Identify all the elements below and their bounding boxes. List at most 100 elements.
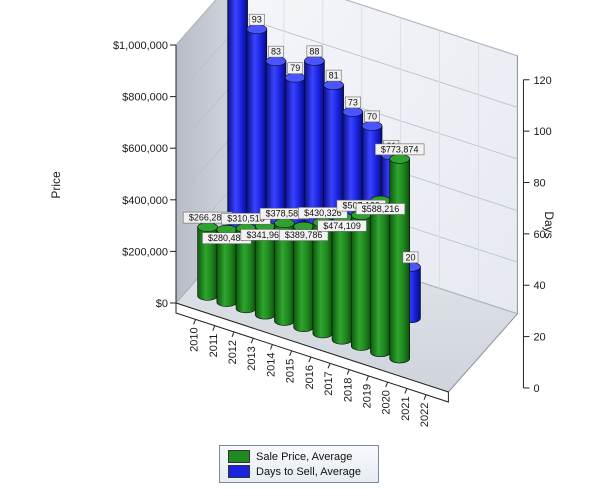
x-tick-label: 2017 bbox=[323, 371, 335, 395]
x-tick bbox=[231, 331, 235, 338]
data-label-sale-price: $474,109 bbox=[323, 221, 361, 231]
gridline-horizontal bbox=[175, 0, 518, 57]
bar-top bbox=[274, 218, 295, 229]
x-tick bbox=[385, 381, 389, 388]
x-tick-label: 2014 bbox=[265, 352, 277, 376]
data-label-days-to-sell-box bbox=[402, 251, 419, 264]
data-label-days-to-sell: 73 bbox=[348, 97, 358, 107]
base-edge bbox=[175, 302, 449, 403]
data-label-sale-price: $773,874 bbox=[381, 144, 419, 154]
data-label-sale-price-box bbox=[298, 207, 348, 219]
bar-top bbox=[361, 121, 383, 131]
data-label-days-to-sell: 83 bbox=[271, 47, 281, 57]
legend-label-days-to-sell: Days to Sell, Average bbox=[256, 465, 361, 478]
data-label-days-to-sell-box bbox=[306, 45, 323, 58]
x-tick bbox=[346, 369, 350, 375]
data-label-sale-price-box bbox=[355, 203, 406, 215]
legend-item-sale-price: Sale Price, Average bbox=[228, 449, 370, 464]
y-right-tick-label: 40 bbox=[533, 280, 545, 292]
bar-body bbox=[350, 214, 372, 351]
bar-top bbox=[197, 222, 218, 232]
data-label-sale-price: $280,487 bbox=[208, 233, 246, 243]
bar-sale-price bbox=[331, 212, 353, 345]
x-tick bbox=[327, 363, 331, 369]
bar-body bbox=[293, 226, 314, 332]
x-tick-label: 2020 bbox=[381, 390, 393, 414]
bar-sale-price bbox=[370, 195, 391, 358]
bar-sale-price bbox=[293, 221, 314, 332]
x-tick-label: 2019 bbox=[361, 384, 373, 408]
data-label-sale-price-box bbox=[374, 143, 425, 156]
data-label-days-to-sell: 81 bbox=[329, 71, 339, 81]
x-tick bbox=[250, 338, 254, 344]
bar-body bbox=[331, 217, 353, 345]
data-label-sale-price: $588,216 bbox=[362, 204, 400, 214]
x-tick-label: 2022 bbox=[419, 403, 431, 427]
data-label-sale-price: $310,513 bbox=[227, 214, 265, 224]
y-left-tick-label: $600,000 bbox=[122, 143, 168, 155]
legend-swatch-blue bbox=[228, 465, 250, 478]
legend-label-sale-price: Sale Price, Average bbox=[256, 450, 353, 463]
bar-top bbox=[342, 107, 364, 117]
x-tick bbox=[269, 344, 273, 350]
y-right-axis-title: Days bbox=[542, 211, 556, 238]
data-label-sale-price: $266,280 bbox=[189, 213, 227, 223]
y-right-tick-label: 120 bbox=[533, 75, 551, 87]
data-label-sale-price-box bbox=[317, 220, 367, 232]
bar-top bbox=[246, 24, 268, 35]
x-tick-label: 2012 bbox=[227, 340, 239, 364]
data-label-days-to-sell-box bbox=[287, 62, 304, 75]
x-tick bbox=[366, 375, 369, 382]
x-tick bbox=[289, 350, 293, 356]
data-label-days-to-sell: 20 bbox=[405, 252, 415, 262]
x-tick-label: 2015 bbox=[285, 359, 297, 383]
y-left-tick-label: $200,000 bbox=[122, 246, 168, 258]
x-tick-label: 2016 bbox=[304, 365, 316, 389]
data-label-days-to-sell-box bbox=[344, 96, 361, 109]
bar-top bbox=[389, 154, 410, 164]
chart-legend: Sale Price, Average Days to Sell, Averag… bbox=[219, 445, 379, 483]
x-tick-label: 2011 bbox=[208, 334, 220, 358]
bar-body bbox=[370, 200, 391, 358]
y-right-tick-label: 0 bbox=[533, 383, 539, 395]
bar-top bbox=[265, 56, 287, 66]
legend-swatch-green bbox=[228, 450, 250, 463]
x-tick bbox=[423, 394, 427, 400]
data-label-days-to-sell-box bbox=[268, 45, 284, 58]
y-left-axis-title: Price bbox=[49, 171, 63, 199]
x-tick bbox=[404, 388, 408, 394]
x-tick-label: 2010 bbox=[189, 327, 201, 351]
data-label-sale-price-box bbox=[278, 229, 329, 241]
x-tick bbox=[193, 319, 197, 325]
y-right-tick-label: 20 bbox=[533, 332, 545, 344]
data-label-days-to-sell: 88 bbox=[309, 46, 319, 56]
y-left-tick-label: $800,000 bbox=[122, 92, 168, 104]
data-label-days-to-sell-box bbox=[325, 69, 342, 82]
data-label-days-to-sell-box bbox=[364, 110, 380, 123]
legend-item-days-to-sell: Days to Sell, Average bbox=[228, 464, 370, 479]
y-left-tick-label: $1,000,000 bbox=[113, 40, 168, 52]
x-tick-label: 2021 bbox=[400, 396, 412, 420]
y-left-tick-label: $0 bbox=[156, 298, 168, 310]
bar-top bbox=[284, 72, 306, 83]
data-label-days-to-sell: 93 bbox=[252, 15, 262, 25]
y-left-tick-label: $400,000 bbox=[122, 195, 168, 207]
bar-top bbox=[323, 80, 344, 90]
data-label-sale-price: $389,786 bbox=[285, 230, 323, 240]
data-label-days-to-sell: 70 bbox=[367, 111, 377, 121]
data-label-days-to-sell: 79 bbox=[290, 63, 300, 73]
bar-sale-price bbox=[274, 218, 295, 326]
data-label-sale-price: $378,583 bbox=[266, 209, 304, 219]
data-label-days-to-sell-box bbox=[248, 13, 265, 26]
y-right-tick-label: 60 bbox=[533, 229, 545, 241]
y-right-tick-label: 80 bbox=[533, 177, 545, 189]
data-label-sale-price: $341,965 bbox=[246, 230, 284, 240]
x-tick-label: 2018 bbox=[342, 378, 354, 402]
x-tick bbox=[212, 325, 216, 331]
y-right-tick-label: 100 bbox=[533, 126, 551, 138]
x-tick-label: 2013 bbox=[246, 346, 258, 370]
bar-top bbox=[304, 56, 325, 66]
x-tick bbox=[308, 356, 312, 363]
